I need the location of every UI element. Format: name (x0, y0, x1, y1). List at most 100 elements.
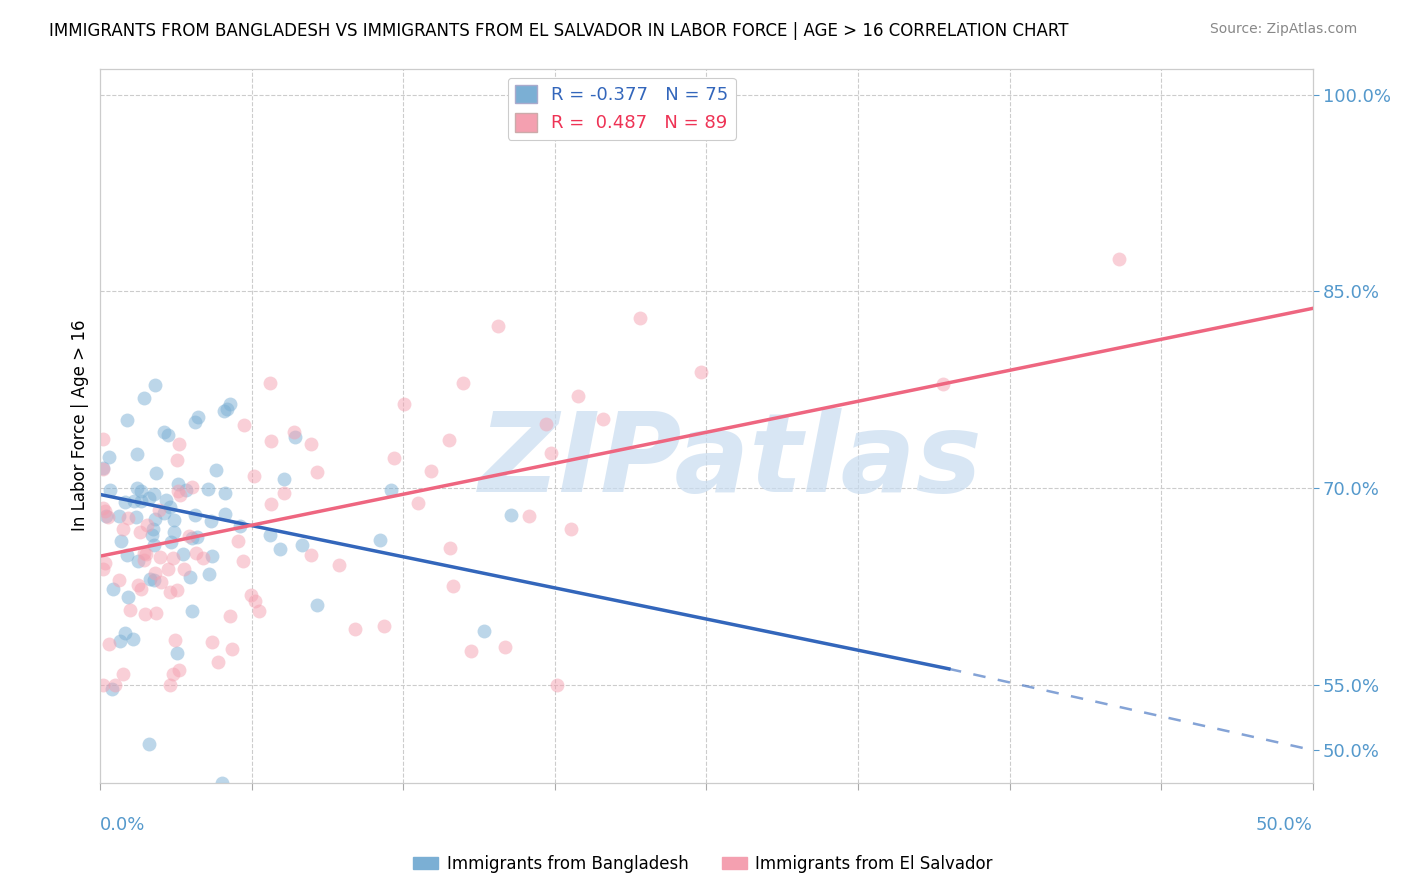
Point (283, 425, 305, 439)
Point (117, 511, 139, 525)
Point (155, 492, 177, 507)
Point (406, 496, 429, 510)
Point (148, 503, 170, 517)
Point (437, 433, 460, 447)
Point (127, 554, 149, 568)
Point (122, 632, 145, 646)
Point (143, 538, 166, 552)
Point (488, 319, 510, 334)
Point (560, 522, 582, 536)
Point (201, 635, 224, 649)
Point (214, 507, 236, 521)
Point (232, 553, 254, 567)
Point (166, 453, 188, 467)
Point (184, 416, 207, 430)
Point (125, 481, 148, 495)
Point (233, 418, 256, 433)
Point (91, 462, 114, 476)
Point (501, 508, 523, 522)
Point (439, 541, 461, 555)
Point (160, 535, 183, 549)
Point (153, 425, 176, 440)
Point (143, 566, 166, 580)
Point (214, 485, 236, 500)
Point (142, 522, 165, 536)
Point (534, 417, 557, 431)
Point (184, 546, 207, 560)
Point (108, 633, 131, 648)
Point (181, 604, 204, 618)
Point (441, 579, 464, 593)
Point (101, 681, 124, 696)
Point (138, 737, 160, 751)
Point (145, 512, 167, 526)
Point (592, 412, 614, 426)
Point (141, 528, 163, 542)
Point (166, 582, 188, 597)
Point (243, 594, 266, 608)
Point (159, 500, 181, 514)
Point (138, 572, 160, 586)
Point (127, 447, 149, 461)
Point (94, 556, 117, 570)
Point (110, 533, 132, 548)
Point (299, 548, 322, 562)
Point (207, 655, 229, 669)
Point (219, 397, 242, 411)
Point (129, 484, 152, 499)
Point (273, 472, 295, 486)
Point (104, 677, 127, 691)
Point (112, 522, 135, 536)
Point (932, 376, 955, 391)
Point (122, 493, 145, 508)
Point (120, 603, 142, 617)
Point (138, 491, 160, 505)
Point (167, 476, 190, 491)
Point (96, 509, 118, 524)
Point (97, 509, 120, 524)
Point (167, 663, 190, 677)
Point (212, 404, 235, 418)
Point (108, 508, 131, 523)
Point (247, 604, 270, 618)
Point (132, 391, 155, 405)
Point (132, 553, 155, 567)
Point (134, 607, 156, 622)
Point (307, 598, 329, 612)
Point (299, 436, 322, 450)
Point (169, 488, 191, 502)
Point (181, 531, 204, 545)
Point (260, 497, 283, 511)
Text: ZIPatlas: ZIPatlas (479, 408, 983, 515)
Point (143, 378, 166, 392)
Point (200, 514, 222, 528)
Point (219, 608, 242, 623)
Point (115, 548, 138, 562)
Point (226, 533, 249, 548)
Point (174, 483, 197, 498)
Point (97, 450, 120, 465)
Point (373, 619, 395, 633)
Point (91, 562, 114, 576)
Point (124, 509, 146, 524)
Point (211, 776, 233, 790)
Point (344, 622, 367, 636)
Point (198, 566, 221, 581)
Point (460, 644, 482, 658)
Point (98, 483, 121, 497)
Point (91, 433, 114, 447)
Point (179, 570, 201, 584)
Point (172, 547, 194, 561)
Point (307, 465, 329, 479)
Point (91, 677, 114, 691)
Text: 0.0%: 0.0% (100, 815, 146, 834)
Point (517, 508, 540, 523)
Point (260, 434, 283, 448)
Point (328, 558, 350, 572)
Point (149, 549, 172, 564)
Point (690, 365, 713, 379)
Point (392, 397, 415, 411)
Point (142, 487, 165, 501)
Point (162, 666, 184, 681)
Legend: Immigrants from Bangladesh, Immigrants from El Salvador: Immigrants from Bangladesh, Immigrants f… (406, 848, 1000, 880)
